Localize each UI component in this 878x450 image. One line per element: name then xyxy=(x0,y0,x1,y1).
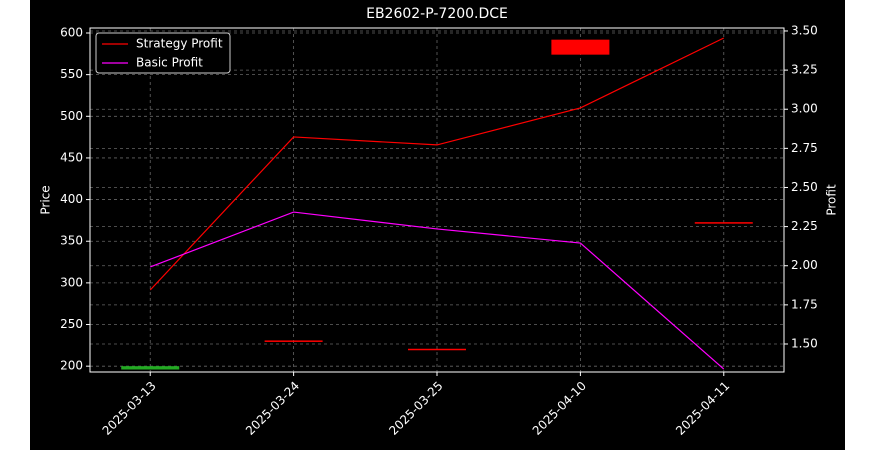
legend: Strategy Profit Basic Profit xyxy=(95,32,231,74)
y2-tick-label: 3.50 xyxy=(791,23,818,37)
y2-tick-label: 2.50 xyxy=(791,180,818,194)
y-tick-label: 600 xyxy=(60,25,83,39)
y-tick-label: 200 xyxy=(60,359,83,373)
chart-title: EB2602-P-7200.DCE xyxy=(366,6,508,22)
y-axis-label: Price xyxy=(39,185,53,214)
y-tick-label: 550 xyxy=(60,67,83,81)
legend-label: Basic Profit xyxy=(136,56,203,70)
y-tick-label: 250 xyxy=(60,317,83,331)
y2-axis-label: Profit xyxy=(825,184,839,216)
legend-box xyxy=(95,32,231,74)
y2-tick-label: 3.00 xyxy=(791,102,818,116)
candle-body xyxy=(694,222,753,224)
y-tick-label: 450 xyxy=(60,150,83,164)
y-tick-label: 400 xyxy=(60,192,83,206)
y2-tick-label: 1.50 xyxy=(791,336,818,350)
y2-tick-label: 2.75 xyxy=(791,141,818,155)
y-tick-label: 500 xyxy=(60,109,83,123)
candle-body xyxy=(264,340,323,342)
candle-body xyxy=(551,39,610,55)
line-series xyxy=(149,37,725,291)
y-tick-label: 300 xyxy=(60,275,83,289)
y2-tick-label: 2.00 xyxy=(791,258,818,272)
y-tick-label: 350 xyxy=(60,234,83,248)
y2-tick-label: 2.25 xyxy=(791,219,818,233)
candle-body xyxy=(121,366,180,370)
y2-tick-label: 1.75 xyxy=(791,297,818,311)
candle-body xyxy=(408,348,466,351)
line-series xyxy=(150,211,725,370)
y2-tick-label: 3.25 xyxy=(791,63,818,77)
plot-frame xyxy=(89,27,785,373)
legend-label: Strategy Profit xyxy=(136,37,223,51)
